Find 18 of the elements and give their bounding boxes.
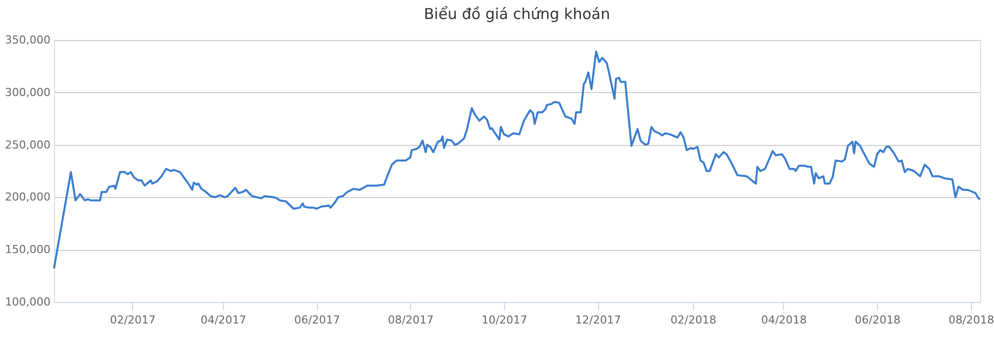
x-tick-label: 04/2018 — [761, 314, 807, 326]
x-tick-label: 06/2017 — [294, 314, 340, 326]
y-tick-label: 200,000 — [5, 190, 50, 204]
x-tick-label: 08/2018 — [948, 314, 994, 326]
line-series — [53, 50, 981, 270]
x-tick-label: 04/2017 — [200, 314, 246, 326]
y-tick-label: 100,000 — [5, 296, 50, 308]
x-tick-label: 12/2017 — [575, 314, 621, 326]
chart-title: Biểu đồ giá chứng khoán — [424, 5, 610, 23]
y-tick-label: 150,000 — [5, 243, 50, 256]
y-tick-label: 250,000 — [5, 138, 50, 152]
x-tick-label: 06/2018 — [854, 314, 900, 326]
x-tick-label: 02/2018 — [670, 314, 716, 326]
y-tick-label: 350,000 — [5, 34, 50, 46]
x-tick-label: 10/2017 — [482, 314, 528, 326]
x-tick-label: 02/2017 — [110, 314, 156, 326]
x-tick-label: 08/2017 — [388, 314, 434, 326]
y-tick-label: 300,000 — [5, 86, 50, 99]
